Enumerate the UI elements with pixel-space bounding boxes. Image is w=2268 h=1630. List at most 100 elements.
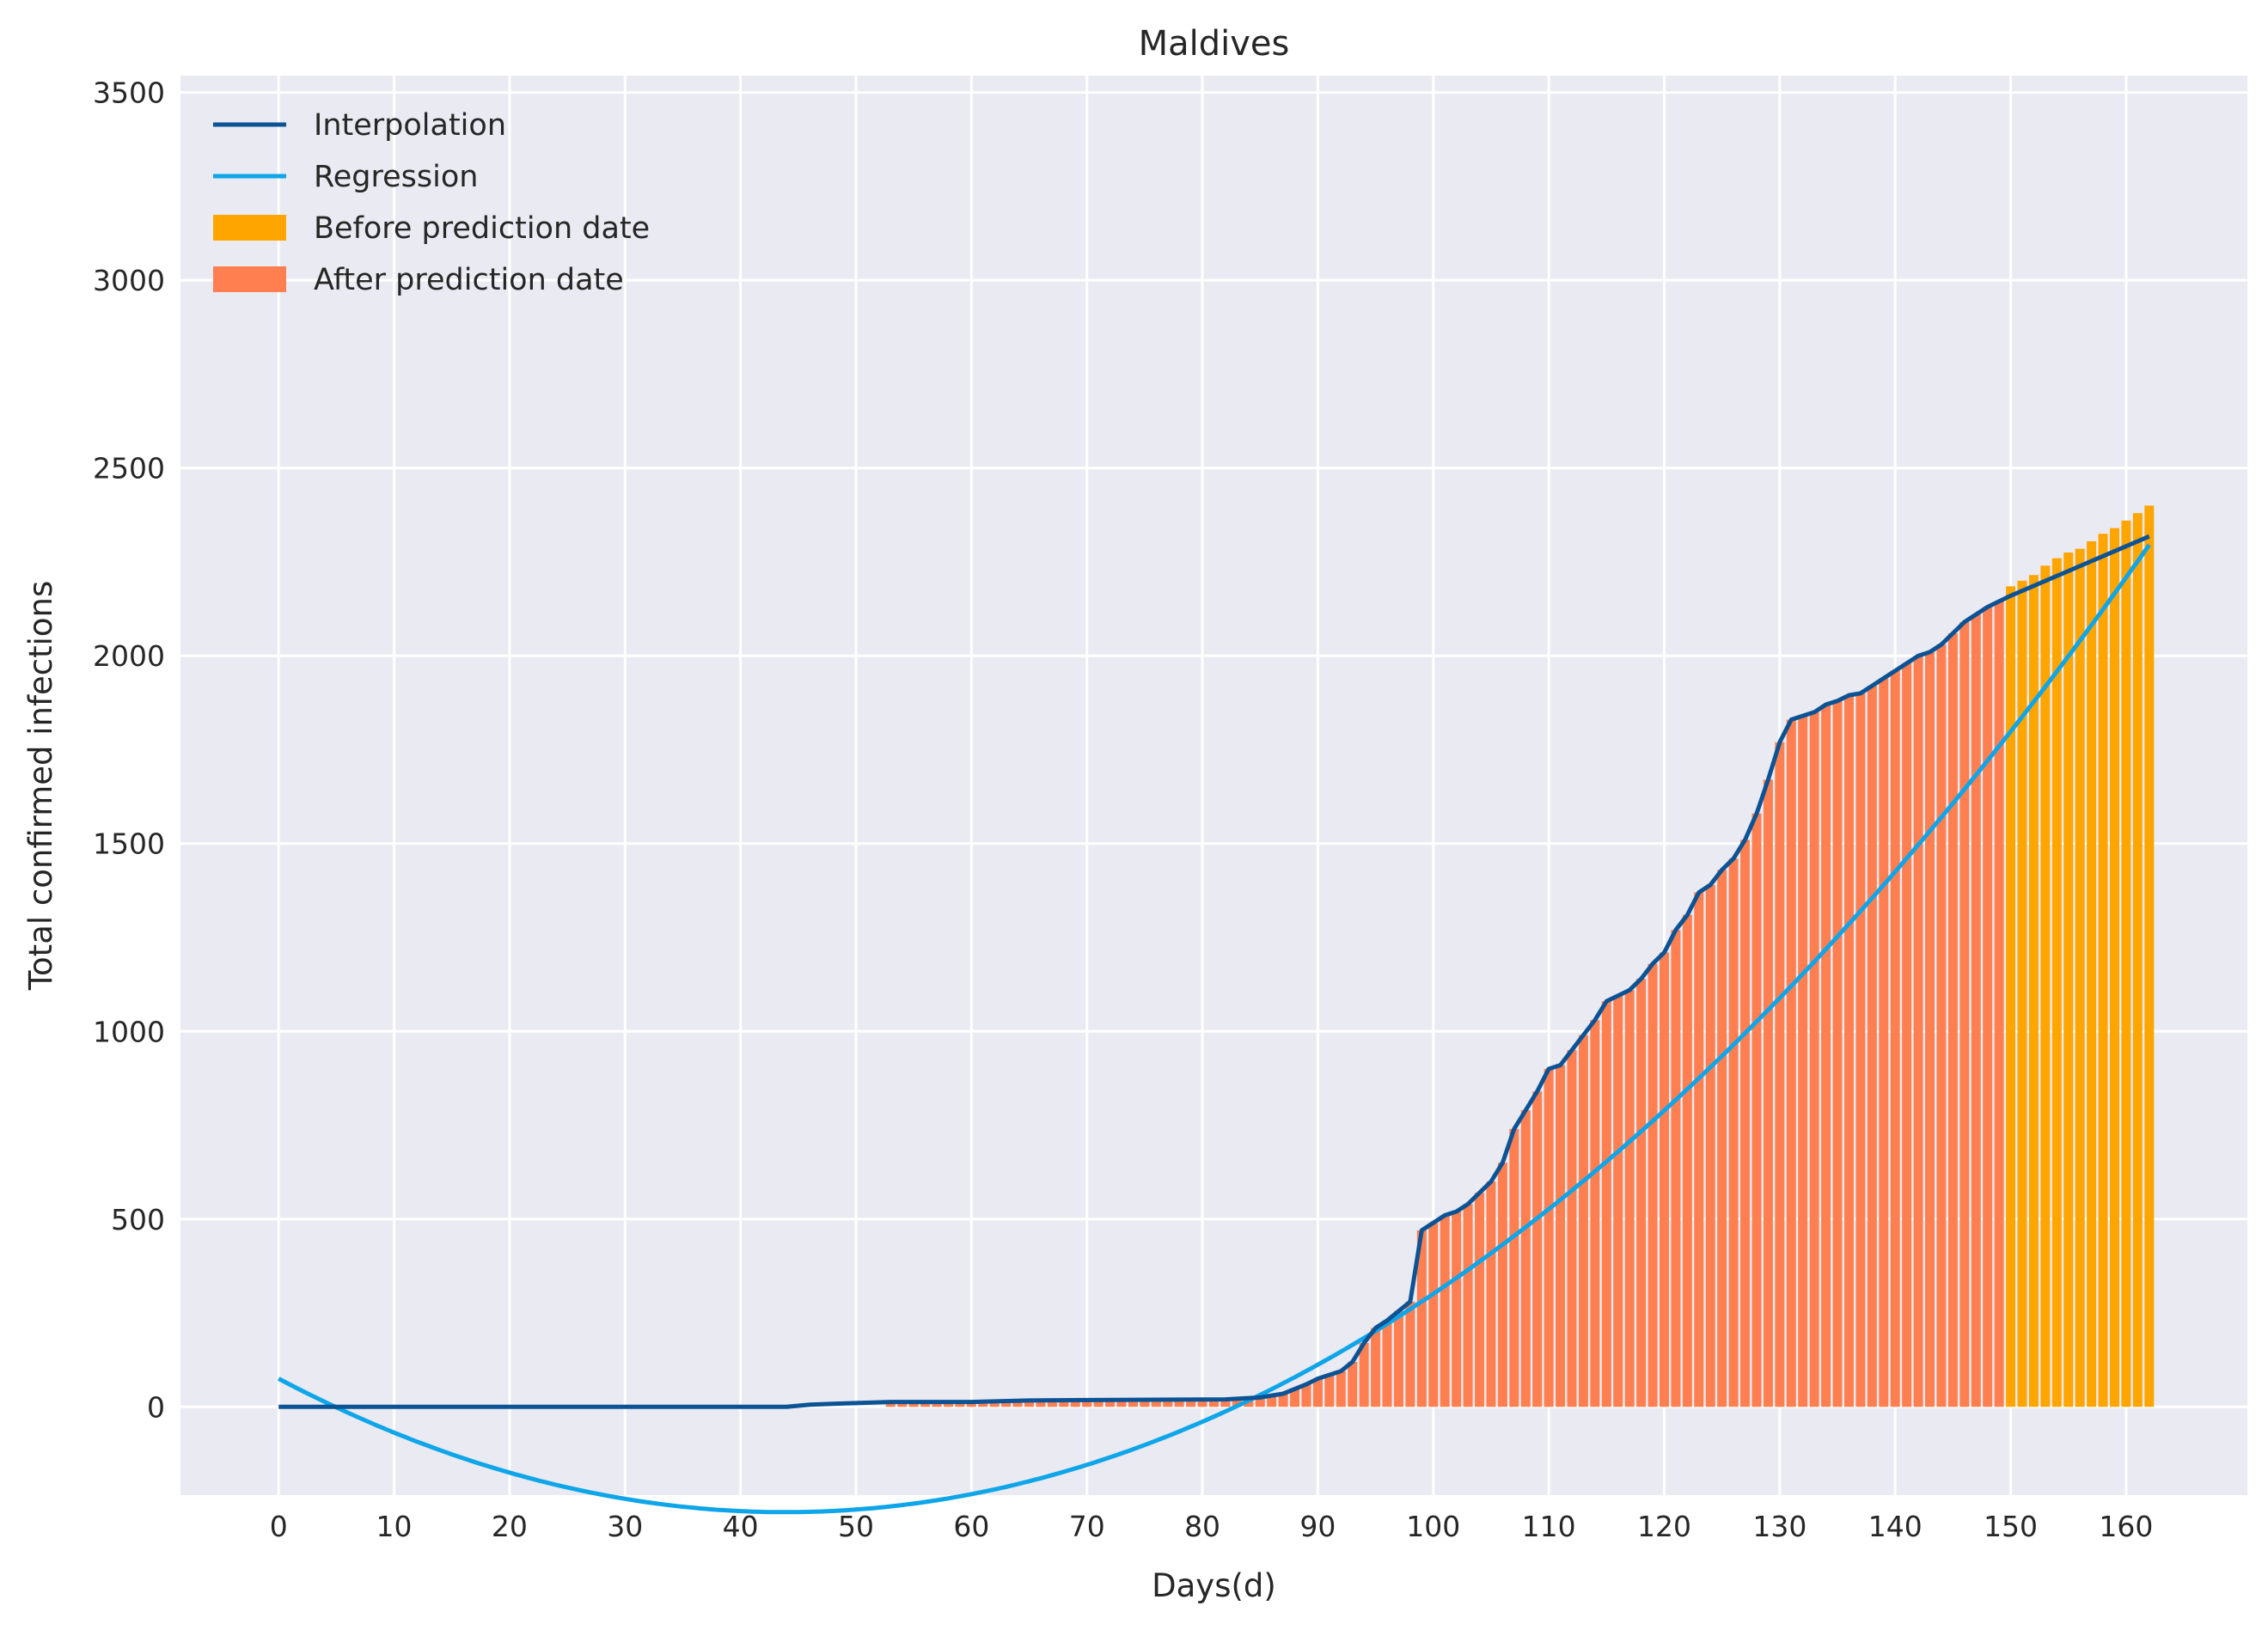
y-tick-label: 0 xyxy=(147,1390,165,1424)
regression-line xyxy=(278,543,2151,1515)
bar xyxy=(1197,1399,1207,1407)
bar xyxy=(1994,601,2004,1407)
x-tick-label: 40 xyxy=(723,1510,759,1543)
bar xyxy=(1902,662,1912,1407)
bar xyxy=(2132,513,2143,1407)
legend-patch-swatch xyxy=(213,266,286,292)
legend-label: After prediction date xyxy=(314,263,624,297)
x-tick-label: 140 xyxy=(1868,1510,1923,1543)
bar xyxy=(1832,700,1843,1407)
bar xyxy=(1232,1399,1242,1407)
x-tick-label: 80 xyxy=(1184,1510,1220,1543)
x-tick-label: 90 xyxy=(1299,1510,1336,1543)
bar xyxy=(1324,1375,1335,1407)
bar xyxy=(2109,528,2119,1407)
legend-patch-swatch xyxy=(213,215,286,241)
bar xyxy=(1405,1301,1415,1407)
y-tick-label: 2000 xyxy=(93,639,165,673)
bar xyxy=(1959,621,1970,1407)
x-tick-label: 130 xyxy=(1752,1510,1806,1543)
x-tick-label: 50 xyxy=(838,1510,874,1543)
bar xyxy=(1186,1399,1196,1407)
bar xyxy=(1059,1400,1069,1407)
interpolation-line xyxy=(278,534,2150,1409)
bar xyxy=(1682,914,1692,1407)
bar xyxy=(1452,1212,1462,1407)
bar xyxy=(1393,1310,1403,1407)
y-axis-ticks: 0 500 1000 1500 2000 2500 3000 3500 xyxy=(93,76,165,1425)
x-tick-label: 100 xyxy=(1406,1510,1460,1543)
bar xyxy=(2040,565,2051,1407)
bar xyxy=(1255,1397,1265,1407)
bar xyxy=(1694,892,1704,1407)
bar xyxy=(1843,695,1854,1407)
bar xyxy=(1925,651,1935,1407)
bar xyxy=(1532,1091,1543,1407)
bar xyxy=(1717,870,1727,1407)
bar xyxy=(1947,633,1958,1407)
bar xyxy=(932,1401,942,1407)
bar xyxy=(920,1401,931,1407)
x-tick-label: 0 xyxy=(270,1510,288,1543)
bar xyxy=(1486,1181,1496,1407)
bar xyxy=(1544,1068,1554,1407)
bar xyxy=(1082,1400,1092,1407)
bar xyxy=(897,1401,908,1407)
bar xyxy=(1497,1163,1507,1407)
bar xyxy=(1036,1400,1046,1407)
bar xyxy=(2051,558,2062,1407)
bar xyxy=(1671,930,1681,1407)
bar xyxy=(978,1401,988,1407)
bar xyxy=(1208,1399,1220,1407)
y-axis-label: Total confirmed infections xyxy=(22,581,59,992)
lines xyxy=(278,534,2151,1515)
bar xyxy=(1151,1400,1161,1407)
bar xyxy=(1751,813,1762,1407)
legend-label: Interpolation xyxy=(314,108,506,143)
bar xyxy=(1267,1395,1277,1407)
bar xyxy=(1301,1384,1311,1407)
bar xyxy=(1809,711,1819,1407)
bar xyxy=(1601,1001,1611,1407)
bars xyxy=(885,505,2155,1407)
x-axis-ticks: 0 10 20 30 40 50 60 70 80 90 100 110 120 130 140 150 160 xyxy=(270,1510,2154,1543)
bar xyxy=(1163,1400,1173,1407)
bar xyxy=(2121,520,2131,1407)
x-tick-label: 10 xyxy=(376,1510,413,1543)
bar xyxy=(1093,1400,1103,1407)
bar xyxy=(2098,534,2108,1407)
x-tick-label: 120 xyxy=(1637,1510,1691,1543)
bar xyxy=(1174,1400,1184,1407)
bar xyxy=(1728,858,1739,1407)
bar xyxy=(885,1401,896,1407)
x-tick-label: 70 xyxy=(1069,1510,1105,1543)
bar xyxy=(1624,990,1635,1407)
bar xyxy=(1001,1401,1012,1407)
bar xyxy=(2144,505,2155,1407)
bar xyxy=(1220,1399,1231,1407)
bar xyxy=(2028,575,2039,1407)
bar xyxy=(1359,1343,1369,1407)
bar xyxy=(1416,1230,1427,1407)
bar xyxy=(1613,995,1623,1407)
y-tick-label: 2500 xyxy=(93,452,165,485)
bar xyxy=(1336,1371,1346,1407)
bar xyxy=(1012,1401,1023,1407)
y-tick-label: 3000 xyxy=(93,264,165,297)
bar xyxy=(1590,1020,1600,1407)
bar xyxy=(1312,1378,1323,1407)
bar xyxy=(1116,1400,1127,1407)
y-tick-label: 1000 xyxy=(93,1015,165,1048)
y-tick-label: 1500 xyxy=(93,827,165,861)
bar xyxy=(1290,1388,1300,1407)
bar xyxy=(1105,1400,1116,1407)
y-tick-label: 3500 xyxy=(93,76,165,110)
bar xyxy=(1659,952,1670,1407)
x-tick-label: 160 xyxy=(2099,1510,2153,1543)
bar xyxy=(1070,1400,1080,1407)
legend-label: Before prediction date xyxy=(314,211,650,246)
bar xyxy=(1463,1204,1473,1407)
bar xyxy=(1278,1394,1288,1407)
bar xyxy=(1971,614,1981,1407)
